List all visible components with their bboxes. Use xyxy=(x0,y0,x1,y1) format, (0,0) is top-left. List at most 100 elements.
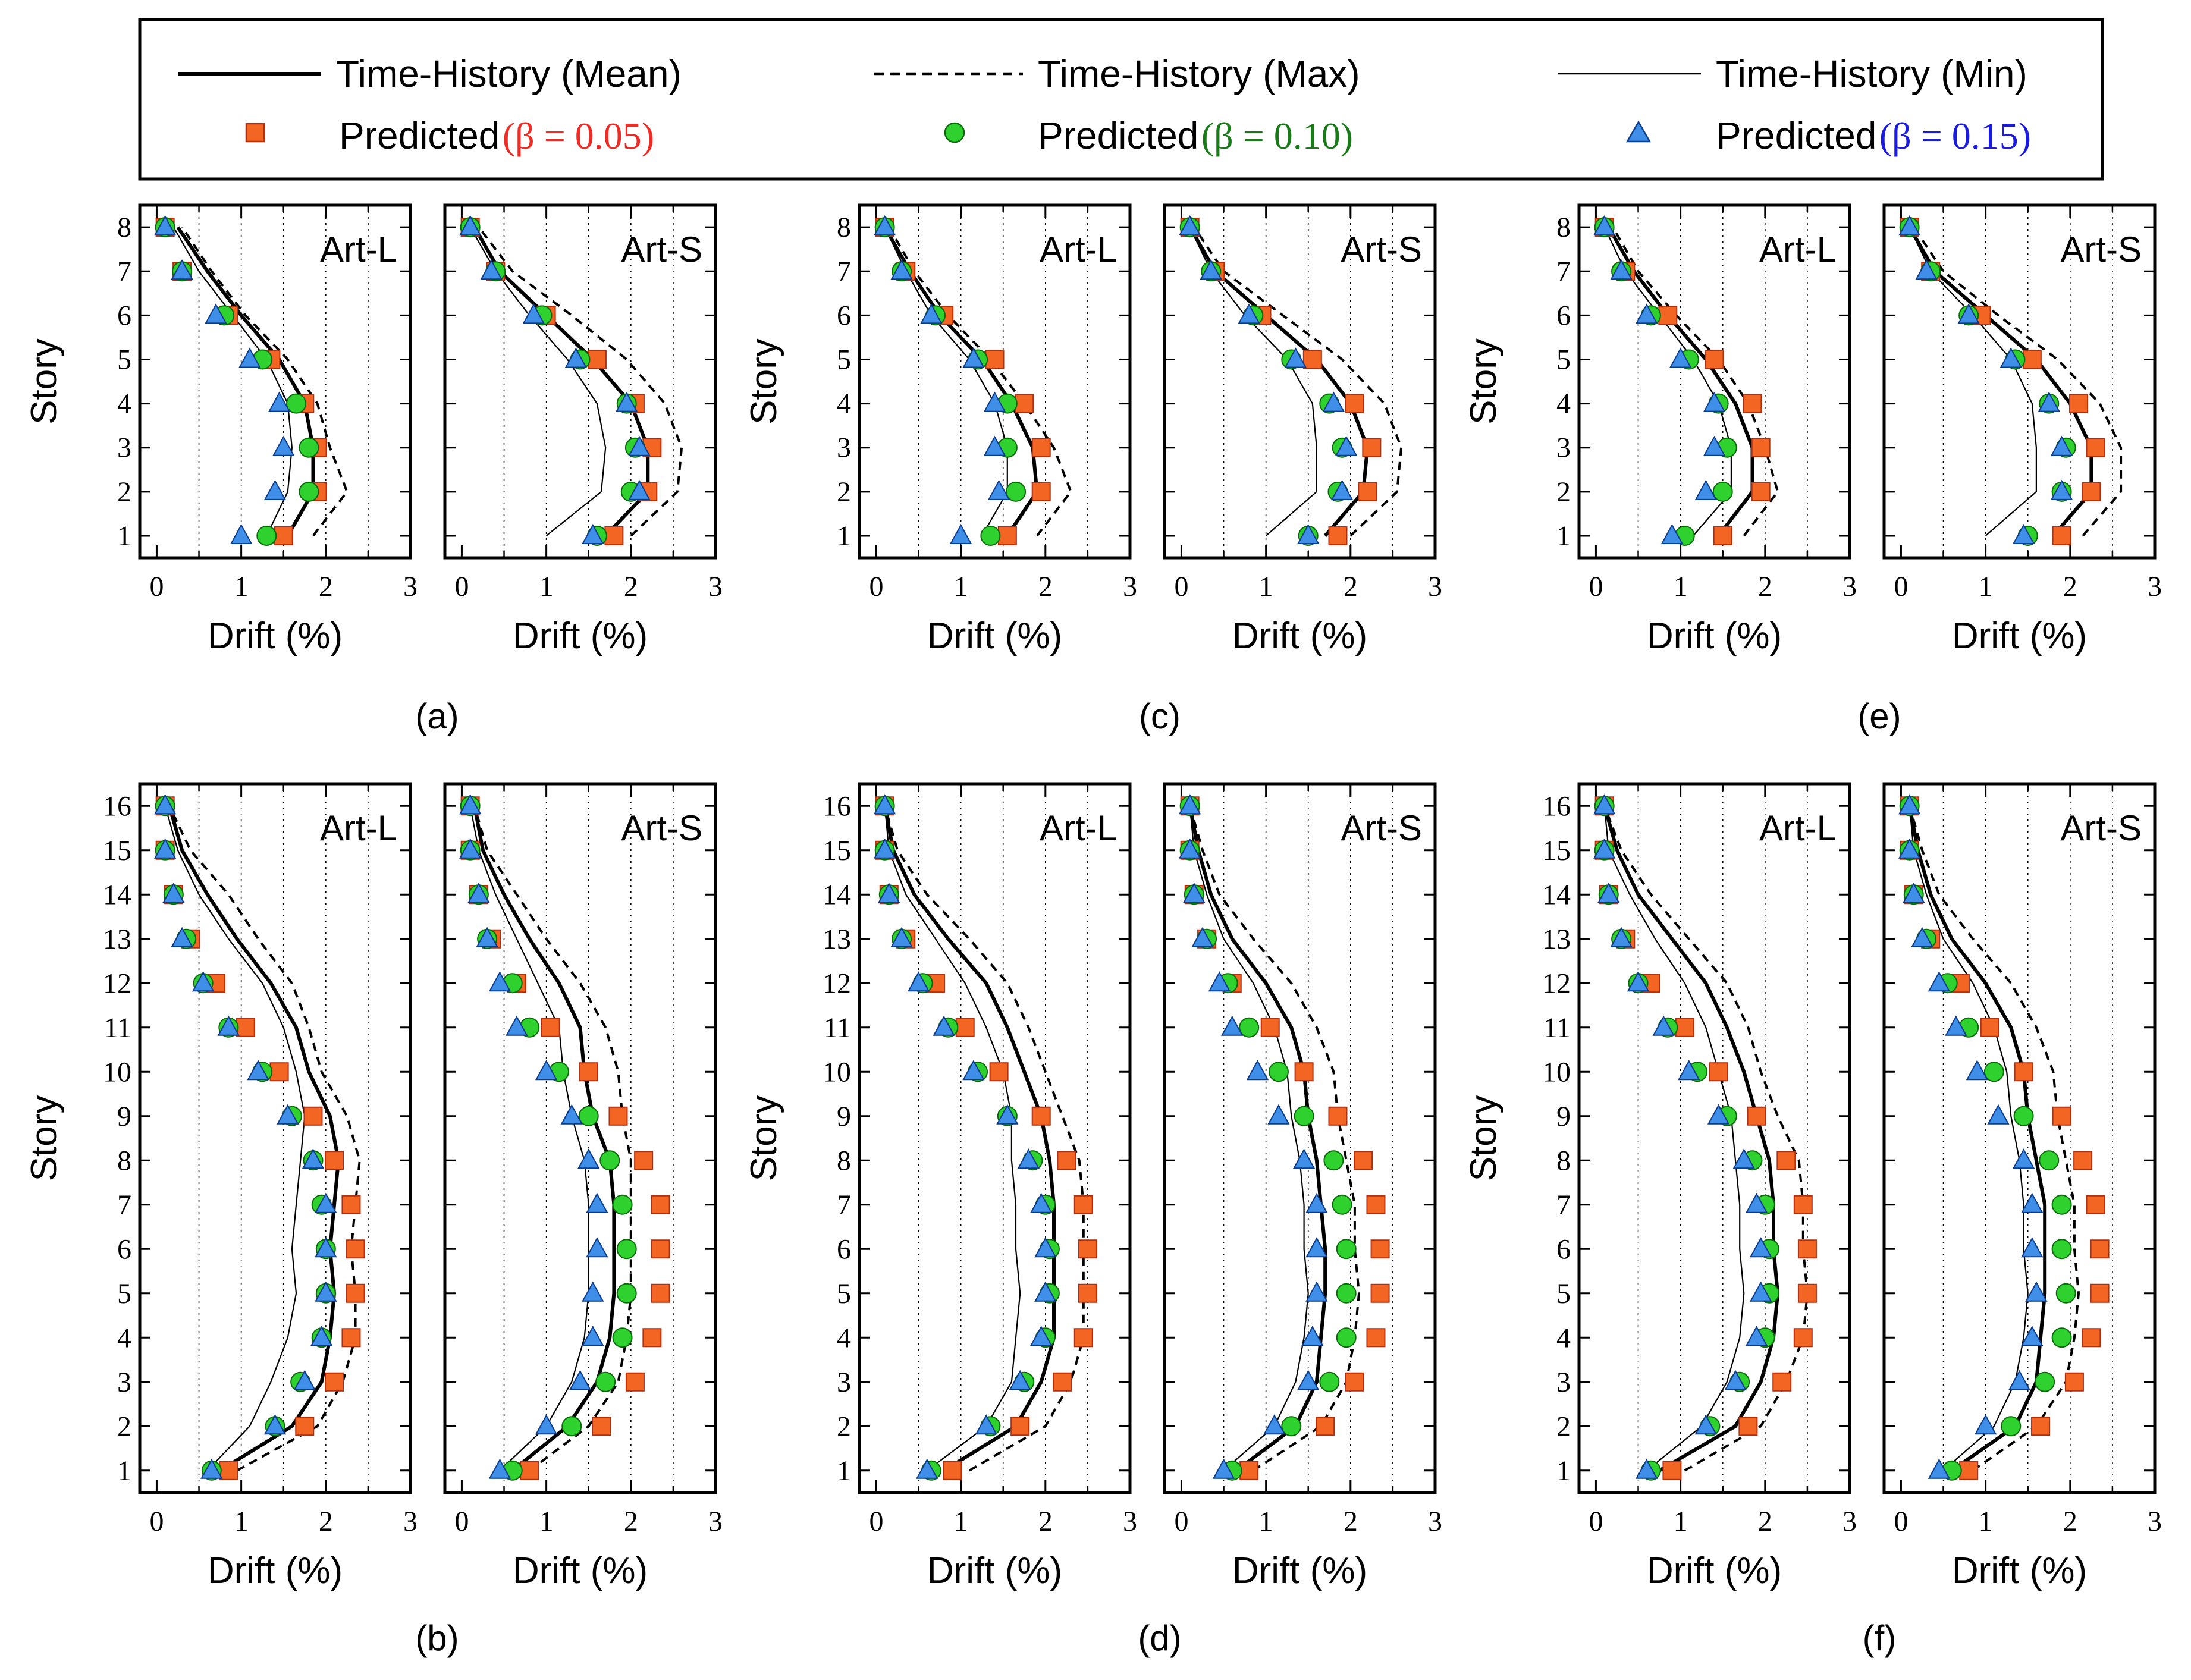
panel-title: Art-L xyxy=(1759,230,1837,269)
panel-d-S: 0 1 2 3 Drift (%) Art-S xyxy=(1163,782,1442,1591)
marker-beta015 xyxy=(560,1104,583,1125)
marker-beta015 xyxy=(1238,303,1260,324)
marker-beta005 xyxy=(1345,1372,1364,1392)
y-tick-label: 6 xyxy=(837,1233,851,1265)
marker-beta005 xyxy=(1776,1151,1796,1170)
marker-beta005 xyxy=(1772,1372,1792,1392)
marker-beta005 xyxy=(943,1461,962,1480)
marker-beta005 xyxy=(1031,482,1051,501)
marker-beta005 xyxy=(955,1018,975,1037)
series-max-line xyxy=(1188,805,1361,1472)
marker-beta015 xyxy=(1610,259,1633,280)
marker-beta015 xyxy=(586,1192,608,1213)
marker-beta015 xyxy=(1330,479,1354,500)
x-axis-label: Drift (%) xyxy=(1232,1550,1367,1591)
legend-max-label: Time-History (Max) xyxy=(1038,52,1360,95)
panel-c-S: 0 1 2 3 Drift (%) Art-S xyxy=(1163,203,1442,657)
series-min-line xyxy=(164,805,306,1471)
marker-beta005 xyxy=(520,1461,539,1480)
marker-beta005 xyxy=(1662,1461,1682,1480)
marker-beta015 xyxy=(569,1370,592,1390)
marker-beta015 xyxy=(1301,1326,1324,1346)
y-tick-label: 15 xyxy=(103,835,131,866)
marker-beta015 xyxy=(2021,1237,2044,1258)
marker-beta005 xyxy=(1345,394,1364,413)
y-tick-label: 3 xyxy=(117,432,131,464)
x-tick-label: 3 xyxy=(2148,571,2162,602)
marker-beta015 xyxy=(506,1015,528,1036)
marker-beta015 xyxy=(1034,1281,1057,1302)
marker-beta005 xyxy=(1362,438,1382,457)
legend-beta005-label: Predicted (β = 0.05) xyxy=(339,114,654,157)
x-tick-label: 0 xyxy=(454,571,469,602)
marker-beta005 xyxy=(651,1239,670,1259)
marker-beta015 xyxy=(476,927,498,947)
marker-beta015 xyxy=(293,1370,316,1390)
marker-beta015 xyxy=(1178,794,1201,815)
y-tick-label: 9 xyxy=(117,1101,131,1132)
marker-beta005 xyxy=(346,1283,365,1303)
marker-beta005 xyxy=(1328,1106,1348,1126)
x-axis-label: Drift (%) xyxy=(1647,616,1782,657)
x-axis-label: Drift (%) xyxy=(208,616,343,657)
y-tick-label: 6 xyxy=(1556,300,1571,331)
marker-beta015 xyxy=(1945,1015,1967,1036)
marker-beta010 xyxy=(599,1150,620,1171)
legend-beta005-marker xyxy=(245,123,265,143)
marker-beta005 xyxy=(608,1106,628,1126)
marker-beta015 xyxy=(1200,259,1222,280)
marker-beta005 xyxy=(346,1239,365,1259)
marker-beta005 xyxy=(2090,1283,2110,1303)
subfigure-label-e: (e) xyxy=(1857,696,1901,736)
x-tick-label: 3 xyxy=(1842,1506,1857,1537)
marker-beta015 xyxy=(933,1015,955,1036)
series-mean-line xyxy=(1602,805,1780,1472)
series-max-line xyxy=(181,226,349,537)
x-tick-label: 1 xyxy=(234,1506,249,1537)
marker-beta005 xyxy=(1738,1417,1758,1436)
marker-beta015 xyxy=(1610,927,1633,947)
marker-beta005 xyxy=(1747,1106,1766,1126)
x-tick-label: 2 xyxy=(1038,1506,1053,1537)
y-tick-label: 13 xyxy=(823,924,851,955)
y-tick-label: 12 xyxy=(1542,968,1571,999)
marker-beta015 xyxy=(263,1414,287,1435)
x-tick-label: 3 xyxy=(1428,1506,1442,1537)
legend: Time-History (Mean) Time-History (Max) T… xyxy=(138,18,2104,181)
marker-beta010 xyxy=(2035,1371,2055,1392)
marker-beta010 xyxy=(616,1239,637,1260)
marker-beta005 xyxy=(269,1062,289,1082)
marker-beta005 xyxy=(236,1018,255,1037)
y-tick-label: 3 xyxy=(1556,432,1571,464)
y-tick-label: 7 xyxy=(117,1189,131,1221)
marker-beta005 xyxy=(1010,1417,1030,1436)
y-tick-label: 12 xyxy=(103,968,131,999)
marker-beta015 xyxy=(1593,838,1616,859)
marker-beta015 xyxy=(616,391,638,412)
marker-beta005 xyxy=(604,526,624,545)
y-tick-label: 6 xyxy=(837,300,851,331)
marker-beta005 xyxy=(579,1062,598,1082)
x-axis-label: Drift (%) xyxy=(1952,616,2087,657)
marker-beta005 xyxy=(1366,1328,1386,1348)
marker-beta015 xyxy=(247,1060,269,1081)
marker-beta015 xyxy=(1750,1281,1772,1302)
y-tick-label: 16 xyxy=(103,790,131,822)
marker-beta015 xyxy=(171,927,193,947)
marker-beta015 xyxy=(1191,927,1214,947)
marker-beta015 xyxy=(582,523,604,544)
marker-beta005 xyxy=(1797,1283,1817,1303)
marker-beta015 xyxy=(1297,1370,1320,1390)
x-tick-label: 3 xyxy=(403,1506,418,1537)
marker-beta015 xyxy=(920,303,943,324)
x-axis-label: Drift (%) xyxy=(1232,616,1367,657)
x-tick-label: 0 xyxy=(149,571,164,602)
marker-beta015 xyxy=(1030,1326,1053,1346)
legend-mean-label: Time-History (Mean) xyxy=(336,52,682,95)
y-tick-label: 2 xyxy=(837,1411,851,1442)
marker-beta015 xyxy=(996,1104,1019,1125)
x-tick-label: 1 xyxy=(1259,1506,1273,1537)
y-tick-label: 16 xyxy=(1542,790,1571,822)
